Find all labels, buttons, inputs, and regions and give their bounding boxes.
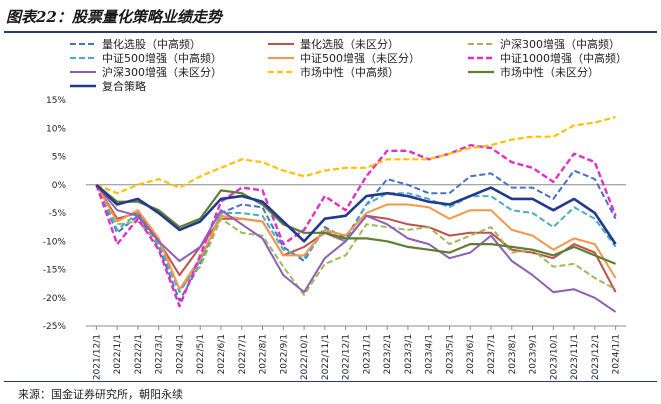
series-line-6 [95,143,617,308]
y-tick-label: 15% [46,96,66,106]
chart-legend: 量化选股（中高频） 量化选股（未区分） 沪深300增强（中高频） 中证500增强（中高… [70,37,627,93]
y-tick-label: 5% [52,153,67,163]
series-line-3 [95,184,617,296]
x-tick-label: 2023/3/1 [404,334,414,374]
y-tick-label: -10% [43,237,67,247]
x-tick-label: 2023/5/1 [445,334,455,374]
x-tick-label: 2022/2/1 [134,334,144,374]
x-tick-label: 2023/8/1 [508,334,518,374]
x-tick-label: 2022/4/1 [175,334,185,374]
x-tick-label: 2023/6/1 [466,334,476,374]
series-line-8 [95,115,616,195]
chart-source: 来源：国金证券研究所，朝阳永续 [18,388,183,401]
series-line-5 [95,184,617,291]
x-tick-label: 2023/10/1 [549,334,559,380]
x-tick-label: 2022/1/1 [113,334,123,374]
series-line-1 [95,169,617,302]
x-tick-label: 2023/4/1 [425,334,435,374]
x-tick-label: 2023/12/1 [591,334,601,380]
x-tick-label: 2022/12/1 [342,334,352,380]
title-divider [4,31,657,33]
x-tick-label: 2022/7/1 [238,334,248,374]
legend-label: 沪深300增强（未区分） [102,65,222,79]
x-tick-label: 2023/2/1 [383,334,393,374]
x-tick-label: 2023/7/1 [487,334,497,374]
x-tick-label: 2022/5/1 [196,334,206,374]
x-tick-label: 2022/11/1 [321,334,331,380]
y-tick-label: -15% [43,266,67,276]
y-tick-label: -5% [48,209,66,219]
legend-label: 中证500增强（未区分） [300,51,420,65]
series-line-4 [95,184,617,294]
x-tick-label: 2021/12/1 [92,334,102,380]
x-tick-label: 2023/1/1 [362,334,372,374]
legend-label: 量化选股（未区分） [300,37,399,51]
x-tick-label: 2023/9/1 [529,334,539,374]
y-tick-label: -20% [43,294,67,304]
x-tick-label: 2022/8/1 [259,334,269,374]
chart-title: 图表22：股票量化策略业绩走势 [6,8,222,26]
x-tick-label: 2022/3/1 [155,334,165,374]
x-tick-label: 2022/10/1 [300,334,310,380]
series-line-9 [95,183,617,265]
x-axis: 2021/12/1 2022/1/1 2022/2/1 2022/3/1 2022/4/… [86,325,626,380]
x-tick-label: 2024/1/1 [612,334,622,374]
legend-label: 复合策略 [102,79,146,93]
series-line-7 [95,184,617,313]
y-tick-label: 10% [46,124,66,134]
legend-label: 市场中性（中高频） [300,65,399,79]
legend-label: 中证1000增强（中高频） [500,51,627,65]
legend-label: 量化选股（中高频） [102,37,201,51]
series-lines [95,115,617,313]
y-tick-label: -25% [43,322,67,332]
legend-label: 沪深300增强（中高频） [500,37,620,51]
series-line-10 [95,183,617,245]
legend-label: 市场中性（未区分） [500,65,599,79]
x-tick-label: 2022/6/1 [217,334,227,374]
source-divider [4,381,657,382]
y-tick-label: 0% [52,181,67,191]
legend-label: 中证500增强（中高频） [102,51,222,65]
y-axis: 15% 10% 5% 0% -5% -10% -15% -20% -25% [43,96,67,332]
x-tick-label: 2023/11/1 [570,334,580,380]
x-tick-label: 2022/9/1 [279,334,289,374]
